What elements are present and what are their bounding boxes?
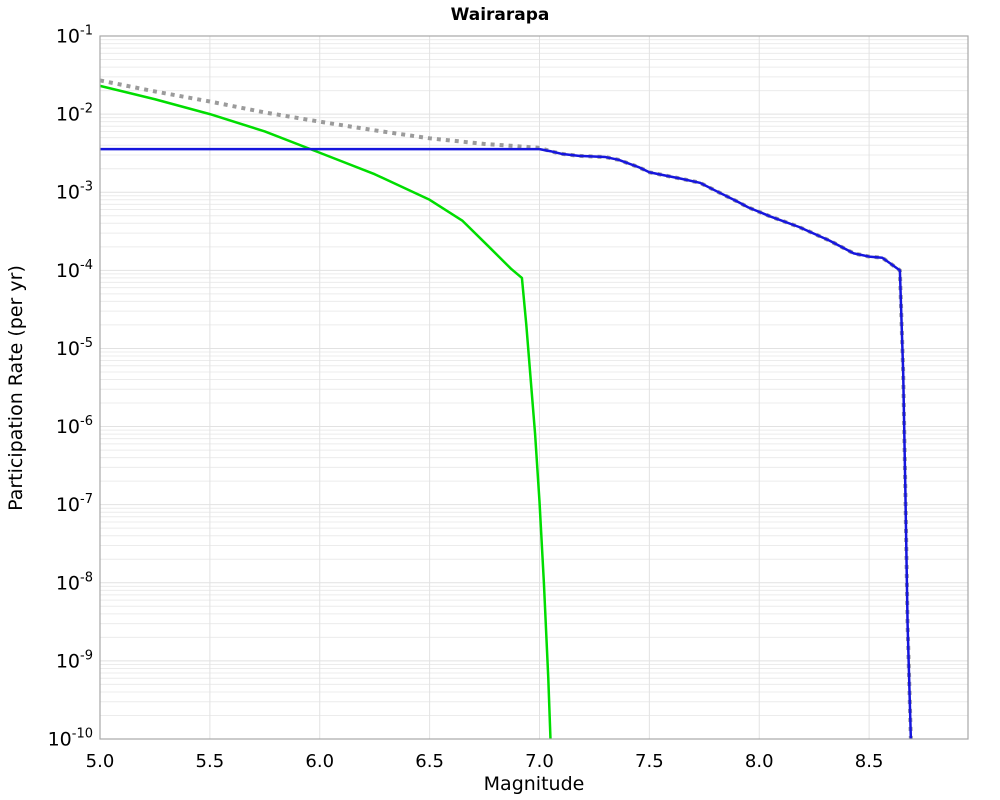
y-tick-label: 10-9 [56, 648, 93, 672]
plot-spine [99, 35, 969, 740]
plot-border [99, 35, 969, 740]
y-tick-label: 10-7 [56, 492, 93, 516]
x-tick-label: 8.0 [745, 751, 774, 772]
x-tick-label: 5.0 [86, 751, 115, 772]
y-tick-label: 10-4 [56, 258, 93, 282]
x-tick-label: 6.0 [305, 751, 334, 772]
y-tick-label: 10-2 [56, 102, 93, 126]
y-tick-label: 10-5 [56, 336, 93, 360]
blue-solid-curve [100, 147, 913, 740]
gray-dotted-curve [99, 78, 913, 740]
gridlines [99, 35, 968, 740]
x-axis-label: Magnitude [484, 773, 585, 795]
y-tick-label: 10-3 [56, 180, 93, 204]
y-tick-label: 10-1 [56, 24, 93, 48]
tick-labels: 10-1 10-2 10-3 10-4 10-5 10-6 10-7 10-8 10-9 10-1… [48, 24, 884, 773]
y-tick-label: 10-10 [48, 727, 93, 751]
green-solid-curve [99, 84, 552, 740]
x-tick-label: 8.5 [855, 751, 884, 772]
x-tick-label: 5.5 [196, 751, 225, 772]
y-tick-label: 10-8 [56, 570, 93, 594]
x-tick-label: 7.5 [635, 751, 664, 772]
y-tick-label: 10-6 [56, 414, 93, 438]
data-series [99, 78, 913, 740]
x-tick-label: 7.0 [525, 751, 554, 772]
chart-title: Wairarapa [451, 5, 550, 25]
y-axis-label: Participation Rate (per yr) [5, 265, 27, 511]
x-tick-label: 6.5 [415, 751, 444, 772]
